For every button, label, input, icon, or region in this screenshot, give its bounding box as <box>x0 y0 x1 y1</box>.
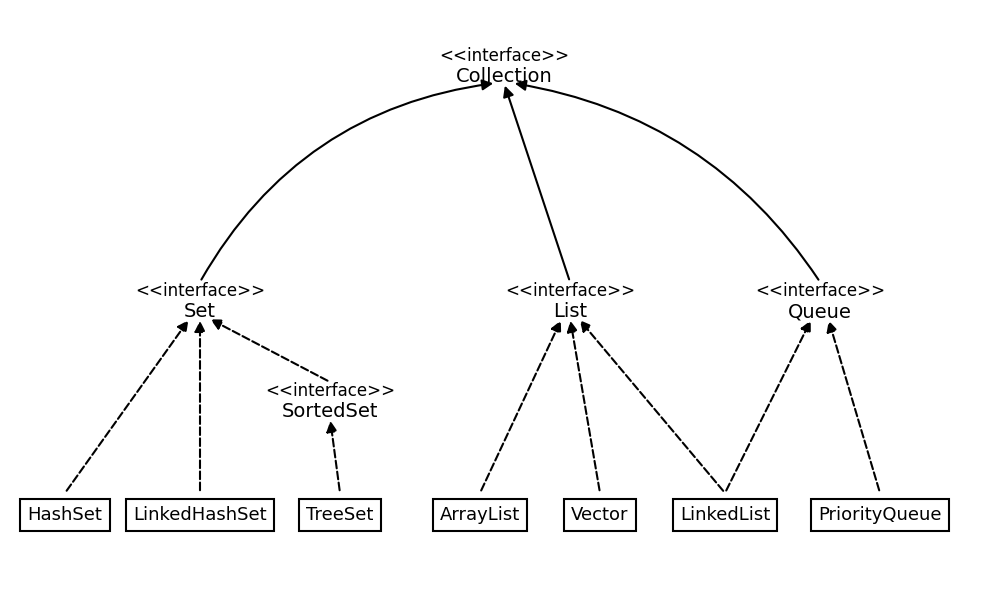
Text: LinkedList: LinkedList <box>679 506 770 524</box>
Text: HashSet: HashSet <box>27 506 103 524</box>
Text: <<interface>>: <<interface>> <box>755 282 885 300</box>
Text: SortedSet: SortedSet <box>282 402 378 421</box>
Text: <<interface>>: <<interface>> <box>265 382 395 400</box>
Text: Vector: Vector <box>572 506 629 524</box>
Text: List: List <box>553 302 587 321</box>
Text: Collection: Collection <box>456 67 552 86</box>
Text: ArrayList: ArrayList <box>439 506 520 524</box>
Text: LinkedHashSet: LinkedHashSet <box>133 506 267 524</box>
Text: <<interface>>: <<interface>> <box>438 47 570 65</box>
Text: PriorityQueue: PriorityQueue <box>818 506 941 524</box>
Text: Set: Set <box>184 302 216 321</box>
Text: TreeSet: TreeSet <box>306 506 374 524</box>
Text: <<interface>>: <<interface>> <box>505 282 635 300</box>
Text: Queue: Queue <box>788 302 852 321</box>
Text: <<interface>>: <<interface>> <box>135 282 265 300</box>
